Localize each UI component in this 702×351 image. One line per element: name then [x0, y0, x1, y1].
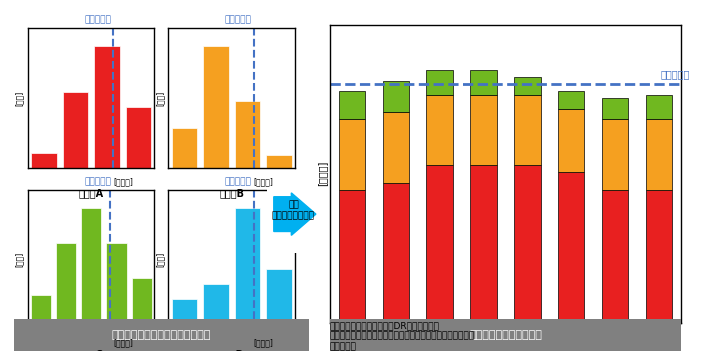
Bar — [470, 95, 497, 165]
Text: 契約削減量: 契約削減量 — [225, 15, 251, 25]
Text: [削減量]: [削減量] — [113, 339, 133, 348]
Text: 契約削減量: 契約削減量 — [661, 69, 689, 79]
Bar — [514, 77, 541, 95]
Bar — [81, 208, 101, 330]
Bar — [602, 98, 628, 119]
Bar — [234, 208, 260, 330]
Text: [削減量]: [削減量] — [253, 177, 273, 186]
Text: [度数]: [度数] — [156, 91, 164, 106]
Bar — [171, 299, 197, 330]
Text: [度数]: [度数] — [156, 252, 164, 267]
Bar — [31, 295, 51, 330]
Text: 需要家集め、契約量決め、DR発動前準備の
各フェーズにおいて、分析・シミュレーションを繰り返し、
精度を向上: 需要家集め、契約量決め、DR発動前準備の 各フェーズにおいて、分析・シミュレーシ… — [330, 321, 475, 351]
Bar — [646, 95, 672, 119]
Bar — [338, 190, 365, 323]
Bar — [427, 95, 453, 165]
Bar — [107, 243, 126, 330]
Bar — [470, 165, 497, 323]
Bar — [95, 46, 120, 168]
Text: 分析
シミュレーション: 分析 シミュレーション — [272, 200, 315, 220]
Text: [削減量]: [削減量] — [253, 339, 273, 348]
Text: 需要家の削減量実績ヒストグラム: 需要家の削減量実績ヒストグラム — [112, 330, 211, 340]
Bar — [558, 91, 584, 109]
Bar — [558, 172, 584, 323]
Bar — [267, 269, 292, 330]
Bar — [646, 119, 672, 190]
Bar — [171, 128, 197, 168]
Bar — [383, 112, 409, 183]
Bar — [646, 190, 672, 323]
X-axis label: [時刻]: [時刻] — [496, 344, 515, 351]
FancyArrow shape — [274, 193, 316, 235]
Text: 契約削減量: 契約削減量 — [84, 177, 111, 186]
Bar — [338, 119, 365, 190]
Text: 需要家のポートフォリオ: 需要家のポートフォリオ — [469, 330, 542, 340]
Bar — [514, 95, 541, 165]
Text: 需要家A: 需要家A — [79, 188, 104, 198]
Bar — [383, 81, 409, 112]
Bar — [31, 153, 56, 168]
Bar — [338, 91, 365, 119]
Bar — [126, 107, 152, 168]
Bar — [63, 92, 88, 168]
Text: [度数]: [度数] — [15, 91, 24, 106]
Text: [削減量]: [削減量] — [113, 177, 133, 186]
Bar — [558, 109, 584, 172]
Text: 需要家C: 需要家C — [79, 349, 104, 351]
Bar — [204, 46, 228, 168]
Text: 需要家B: 需要家B — [219, 188, 244, 198]
Text: 契約削減量: 契約削減量 — [84, 15, 111, 25]
Bar — [470, 70, 497, 95]
Bar — [204, 284, 228, 330]
Bar — [427, 165, 453, 323]
Y-axis label: [削減量]: [削減量] — [317, 161, 327, 186]
Bar — [514, 165, 541, 323]
Text: 契約削減量: 契約削減量 — [225, 177, 251, 186]
Bar — [427, 70, 453, 95]
Text: 需要家D: 需要家D — [219, 349, 244, 351]
Bar — [602, 119, 628, 190]
Bar — [383, 183, 409, 323]
Bar — [234, 101, 260, 168]
Text: [度数]: [度数] — [15, 252, 24, 267]
Bar — [267, 155, 292, 168]
Bar — [602, 190, 628, 323]
Bar — [56, 243, 76, 330]
Bar — [132, 278, 152, 330]
